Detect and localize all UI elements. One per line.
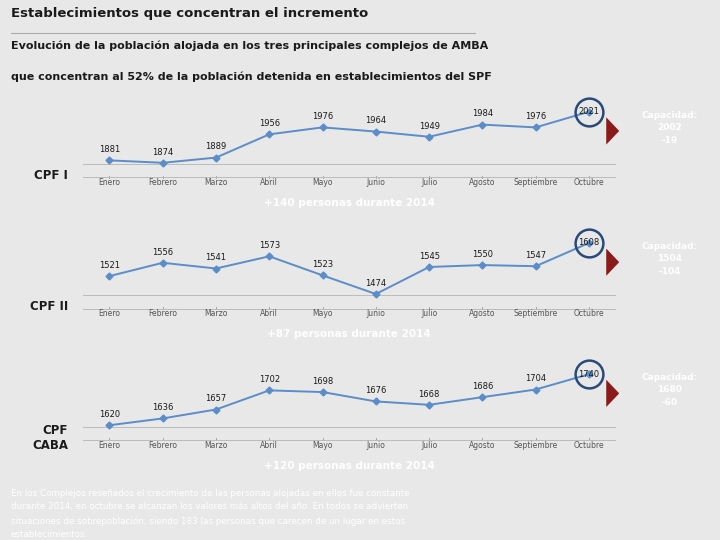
Text: 1541: 1541 <box>205 253 227 262</box>
Text: que concentran al 52% de la población detenida en establecimientos del SPF: que concentran al 52% de la población de… <box>11 72 492 83</box>
Text: 1620: 1620 <box>99 410 120 419</box>
Text: +87 personas durante 2014: +87 personas durante 2014 <box>267 329 431 339</box>
Text: 1984: 1984 <box>472 110 493 118</box>
Polygon shape <box>606 248 619 276</box>
Text: CPF II: CPF II <box>30 300 68 313</box>
Text: durante 2014, en octubre se alcanzan los valores más altos del año. En todos se : durante 2014, en octubre se alcanzan los… <box>11 502 408 511</box>
Text: +120 personas durante 2014: +120 personas durante 2014 <box>264 461 435 470</box>
Text: Septiembre: Septiembre <box>513 178 558 187</box>
Text: Octubre: Octubre <box>574 178 604 187</box>
Polygon shape <box>606 380 619 407</box>
Text: Marzo: Marzo <box>204 178 228 187</box>
Text: 1556: 1556 <box>152 248 174 256</box>
Text: Abril: Abril <box>261 441 278 450</box>
Text: 1704: 1704 <box>525 374 546 383</box>
Text: Mayo: Mayo <box>312 309 333 319</box>
Text: 1881: 1881 <box>99 145 120 154</box>
Text: Octubre: Octubre <box>574 309 604 319</box>
Text: 1956: 1956 <box>258 119 280 128</box>
Text: 1547: 1547 <box>525 251 546 260</box>
Text: 1545: 1545 <box>418 252 440 261</box>
Text: Abril: Abril <box>261 309 278 319</box>
Text: Evolución de la población alojada en los tres principales complejos de AMBA: Evolución de la población alojada en los… <box>11 40 488 51</box>
Text: Abril: Abril <box>261 178 278 187</box>
Text: Marzo: Marzo <box>204 309 228 319</box>
Text: 1740: 1740 <box>578 370 600 379</box>
Text: 1573: 1573 <box>258 241 280 250</box>
Text: 1608: 1608 <box>578 239 600 247</box>
Text: Julio: Julio <box>421 178 437 187</box>
Text: Enero: Enero <box>99 178 120 187</box>
Text: Capacidad:
1680
-60: Capacidad: 1680 -60 <box>642 373 698 407</box>
Text: 2021: 2021 <box>578 107 600 116</box>
Text: Marzo: Marzo <box>204 441 228 450</box>
Text: +140 personas durante 2014: +140 personas durante 2014 <box>264 198 435 208</box>
Text: CPF
CABA: CPF CABA <box>32 424 68 452</box>
Text: 1949: 1949 <box>418 122 440 131</box>
Text: En los Complejos reseñados el crecimiento de las personas alojadas en ellos fue : En los Complejos reseñados el crecimient… <box>11 489 409 498</box>
Polygon shape <box>606 117 619 145</box>
Text: 1550: 1550 <box>472 250 493 259</box>
Text: Establecimientos que concentran el incremento: Establecimientos que concentran el incre… <box>11 6 368 19</box>
Text: 1702: 1702 <box>258 375 280 384</box>
Text: Septiembre: Septiembre <box>513 441 558 450</box>
Text: 1976: 1976 <box>312 112 333 122</box>
Text: 1889: 1889 <box>205 143 227 151</box>
Text: Febrero: Febrero <box>148 441 177 450</box>
Text: Febrero: Febrero <box>148 178 177 187</box>
Text: Febrero: Febrero <box>148 309 177 319</box>
Text: Enero: Enero <box>99 441 120 450</box>
Text: Capacidad:
2002
-19: Capacidad: 2002 -19 <box>642 111 698 145</box>
Text: CPF I: CPF I <box>34 169 68 182</box>
Text: Octubre: Octubre <box>574 441 604 450</box>
Text: Septiembre: Septiembre <box>513 309 558 319</box>
Text: Enero: Enero <box>99 309 120 319</box>
Text: 1523: 1523 <box>312 260 333 269</box>
Text: Agosto: Agosto <box>469 441 495 450</box>
Text: 1874: 1874 <box>152 147 174 157</box>
Text: Agosto: Agosto <box>469 309 495 319</box>
Text: Junio: Junio <box>366 441 385 450</box>
Text: Mayo: Mayo <box>312 441 333 450</box>
Text: Julio: Julio <box>421 441 437 450</box>
Text: Mayo: Mayo <box>312 178 333 187</box>
Text: 1474: 1474 <box>365 279 387 288</box>
Text: 1964: 1964 <box>365 117 387 125</box>
Text: establecimientos.: establecimientos. <box>11 530 88 539</box>
Text: 1976: 1976 <box>525 112 546 122</box>
Text: 1657: 1657 <box>205 394 227 403</box>
Text: Capacidad:
1504
-104: Capacidad: 1504 -104 <box>642 242 698 276</box>
Text: 1668: 1668 <box>418 390 440 399</box>
Text: 1686: 1686 <box>472 382 493 391</box>
Text: 1521: 1521 <box>99 261 120 270</box>
Text: Julio: Julio <box>421 309 437 319</box>
Text: 1676: 1676 <box>365 386 387 395</box>
Text: 1698: 1698 <box>312 377 333 386</box>
Text: Junio: Junio <box>366 178 385 187</box>
Text: situaciones de sobrepoblación, siendo 183 las personas que carecen de un lugar e: situaciones de sobrepoblación, siendo 18… <box>11 516 405 526</box>
Text: Agosto: Agosto <box>469 178 495 187</box>
Text: 1636: 1636 <box>152 403 174 413</box>
Text: Junio: Junio <box>366 309 385 319</box>
